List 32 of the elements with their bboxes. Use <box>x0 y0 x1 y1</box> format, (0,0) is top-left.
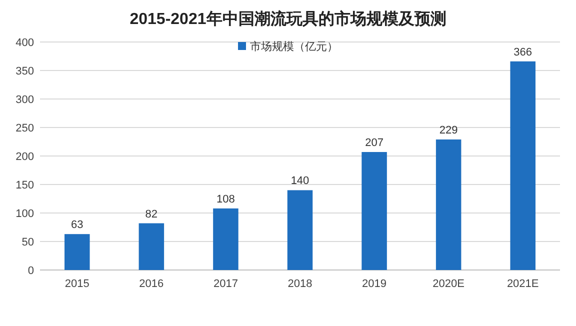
bar <box>510 61 536 270</box>
y-tick-label: 300 <box>16 94 34 106</box>
y-tick-label: 150 <box>16 180 34 192</box>
x-tick-label: 2017 <box>213 278 238 290</box>
data-label: 63 <box>71 219 84 232</box>
bar <box>64 234 90 270</box>
bar <box>287 190 313 270</box>
x-tick-label: 2021E <box>506 278 539 290</box>
data-label: 82 <box>145 208 158 220</box>
data-label: 108 <box>216 193 235 206</box>
data-label: 207 <box>365 137 384 150</box>
x-tick-label: 2016 <box>139 278 164 290</box>
y-tick-label: 200 <box>16 151 34 163</box>
y-tick-label: 0 <box>28 265 34 277</box>
x-tick-label: 2019 <box>362 278 387 290</box>
bar <box>436 139 462 270</box>
y-tick-label: 50 <box>22 236 34 248</box>
data-label: 140 <box>290 175 310 188</box>
y-tick-label: 250 <box>16 122 34 134</box>
legend-label: 市场规模（亿元） <box>250 40 338 53</box>
chart-title: 2015-2021年中国潮流玩具的市场规模及预测 <box>130 9 446 28</box>
y-tick-label: 100 <box>16 208 34 220</box>
data-label: 229 <box>439 124 458 136</box>
x-tick-label: 2015 <box>64 278 90 290</box>
bar <box>213 208 238 270</box>
y-tick-label: 350 <box>16 66 34 78</box>
x-tick-label: 2020E <box>432 278 464 290</box>
bar <box>362 152 387 270</box>
y-tick-label: 400 <box>16 37 34 49</box>
data-label: 366 <box>514 46 532 58</box>
bar <box>138 223 164 270</box>
x-tick-label: 2018 <box>288 278 312 290</box>
